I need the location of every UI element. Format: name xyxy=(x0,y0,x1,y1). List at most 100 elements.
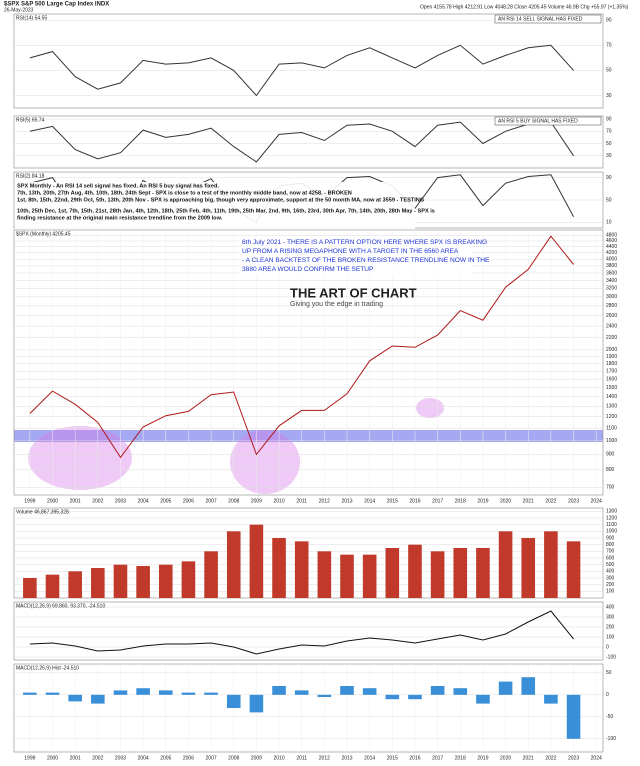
bar xyxy=(113,564,128,598)
bar xyxy=(294,541,309,598)
bar xyxy=(453,688,468,695)
y-tick-label: 1400 xyxy=(606,394,617,400)
annotation: AN RSI 5 BUY SIGNAL HAS FIXED xyxy=(498,118,578,124)
x-tick-label: 1999 xyxy=(24,498,35,504)
x-tick-label: 2020 xyxy=(500,755,511,761)
y-tick-label: -100 xyxy=(606,654,616,660)
zone-band xyxy=(14,430,603,442)
y-tick-label: 1000 xyxy=(606,438,617,444)
x-tick-label: 2013 xyxy=(341,755,352,761)
y-tick-label: 2600 xyxy=(606,313,617,319)
bar xyxy=(158,690,173,695)
y-tick-label: 70 xyxy=(606,43,612,49)
header-title: $SPX S&P 500 Large Cap Index INDX xyxy=(4,2,109,8)
x-tick-label: 2012 xyxy=(319,755,330,761)
bar xyxy=(453,548,468,598)
x-tick-label: 1999 xyxy=(24,755,35,761)
y-tick-label: 1900 xyxy=(606,354,617,360)
notes-box xyxy=(15,182,415,232)
x-tick-label: 2004 xyxy=(138,498,149,504)
bar xyxy=(544,531,558,598)
x-tick-label: 2005 xyxy=(160,755,171,761)
data-line xyxy=(29,121,575,163)
bar xyxy=(498,681,513,695)
bar xyxy=(136,688,150,695)
highlight-ellipse xyxy=(230,430,300,494)
y-tick-label: 0 xyxy=(606,692,609,698)
y-tick-label: 200 xyxy=(606,624,615,630)
highlight-ellipse xyxy=(28,426,132,490)
y-tick-label: 1200 xyxy=(606,414,617,420)
x-tick-label: 2002 xyxy=(92,498,103,504)
y-tick-label: 300 xyxy=(606,575,615,581)
y-tick-label: 3400 xyxy=(606,278,617,284)
annotation-box xyxy=(494,14,602,24)
x-tick-label: 2009 xyxy=(251,498,262,504)
x-tick-label: 2010 xyxy=(273,498,284,504)
y-tick-label: 3200 xyxy=(606,286,617,292)
bar xyxy=(136,566,150,598)
y-tick-label: 1100 xyxy=(606,522,617,528)
bar xyxy=(181,561,196,598)
y-tick-label: 0 xyxy=(606,644,609,650)
bar xyxy=(362,554,377,598)
annotation-box xyxy=(494,116,602,126)
x-tick-label: 2018 xyxy=(455,755,466,761)
y-tick-label: 90 xyxy=(606,116,612,122)
y-tick-label: 1600 xyxy=(606,376,617,382)
x-tick-label: 2016 xyxy=(409,755,420,761)
x-tick-label: 2006 xyxy=(183,498,194,504)
y-tick-label: 30 xyxy=(606,93,612,99)
bar xyxy=(294,690,309,695)
y-tick-label: 1300 xyxy=(606,404,617,410)
bar xyxy=(68,694,82,702)
logo-title: THE ART OF CHART xyxy=(290,285,417,300)
x-tick-label: 2007 xyxy=(206,755,217,761)
y-tick-label: 4800 xyxy=(606,233,617,239)
x-tick-label: 2005 xyxy=(160,498,171,504)
x-tick-label: 2000 xyxy=(47,498,58,504)
panel-title: RSI(14) 54.55 xyxy=(16,15,47,21)
x-tick-label: 2004 xyxy=(138,755,149,761)
x-tick-label: 2014 xyxy=(364,755,375,761)
bar xyxy=(317,694,332,697)
data-line xyxy=(29,44,574,97)
bar xyxy=(272,686,286,695)
logo-slogan: Giving you the edge in trading xyxy=(290,301,383,308)
bar xyxy=(45,692,60,695)
y-tick-label: 2200 xyxy=(606,335,617,341)
y-tick-label: 700 xyxy=(606,485,615,491)
panel-title: Volume 46,867,395,328 xyxy=(16,509,69,515)
panel-title: MACD(12,26,9) Hist -24.510 xyxy=(16,665,79,671)
bar xyxy=(521,538,536,598)
y-tick-label: 100 xyxy=(606,589,615,595)
panel-frame xyxy=(13,663,604,753)
panel-frame xyxy=(13,601,604,661)
annotation-line: UP FROM A RISING MEGAPHONE WITH A TARGET… xyxy=(242,248,459,255)
y-tick-label: 3800 xyxy=(606,263,617,269)
panel-title: MACD(12,26,9) 69.860, 93.370, -24.510 xyxy=(16,603,105,609)
y-tick-label: 400 xyxy=(606,604,615,610)
y-tick-label: 400 xyxy=(606,569,615,575)
y-tick-label: 3000 xyxy=(606,294,617,300)
y-tick-label: -100 xyxy=(606,736,616,742)
x-tick-label: 2003 xyxy=(115,755,126,761)
y-tick-label: 1200 xyxy=(606,515,617,521)
x-tick-label: 2022 xyxy=(545,498,556,504)
y-tick-label: 2000 xyxy=(606,347,617,353)
bar xyxy=(23,692,37,695)
bar xyxy=(23,578,37,598)
y-tick-label: 900 xyxy=(606,535,615,541)
y-tick-label: 70 xyxy=(606,129,612,135)
bar xyxy=(204,692,218,695)
x-tick-label: 2017 xyxy=(432,755,443,761)
bar xyxy=(566,694,581,739)
x-tick-label: 2021 xyxy=(523,755,534,761)
bar xyxy=(317,551,332,598)
y-tick-label: 90 xyxy=(606,175,612,181)
y-tick-label: 2800 xyxy=(606,303,617,309)
y-tick-label: 1000 xyxy=(606,529,617,535)
bar xyxy=(385,548,400,598)
x-tick-label: 2023 xyxy=(568,755,579,761)
x-tick-label: 2022 xyxy=(545,755,556,761)
